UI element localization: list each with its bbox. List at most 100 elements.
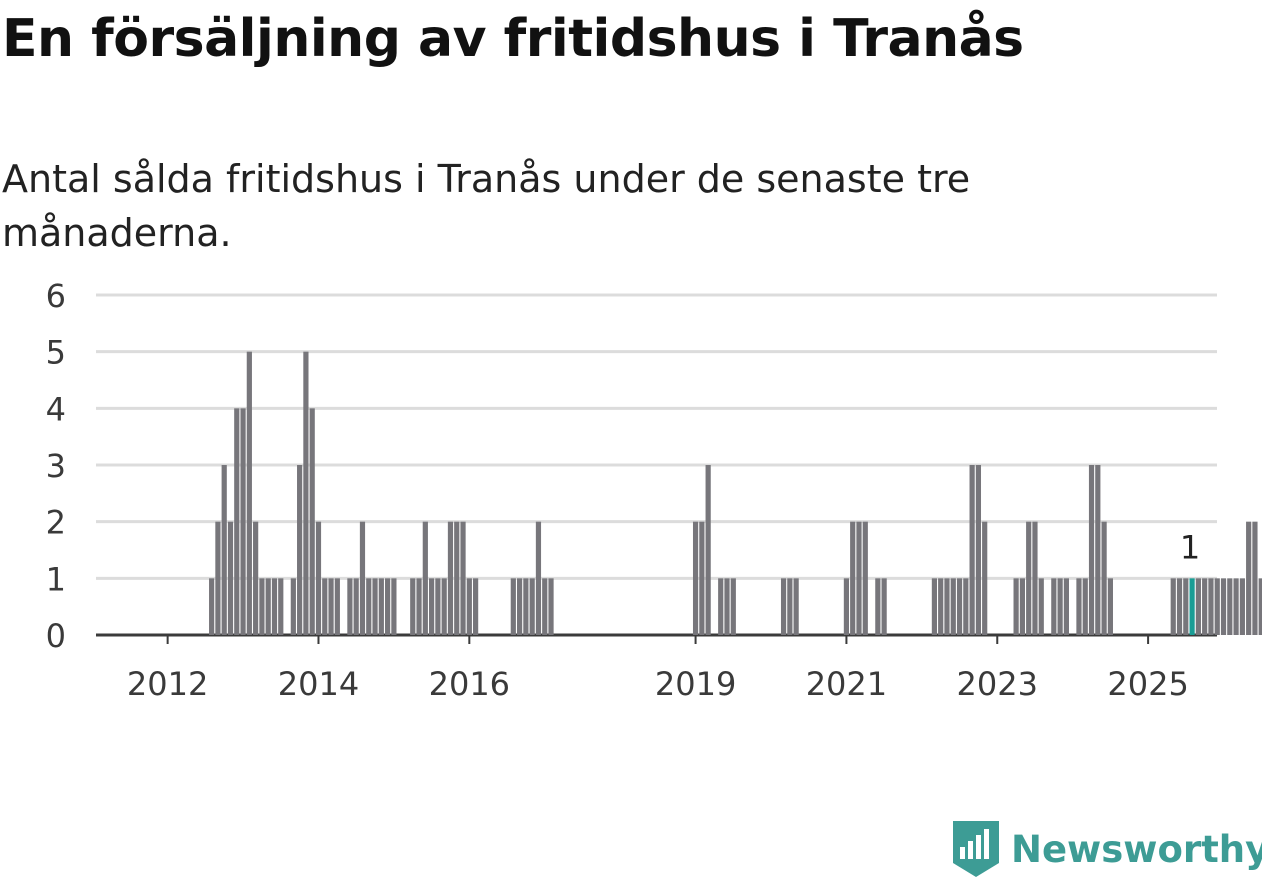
bar <box>441 578 447 635</box>
bar <box>856 521 862 635</box>
newsworthy-logo-icon <box>953 821 999 877</box>
bar <box>1202 578 1208 635</box>
bar <box>718 578 724 635</box>
bar <box>1258 578 1262 635</box>
bar <box>1019 578 1025 635</box>
bar <box>1195 578 1201 635</box>
highlight-bar <box>1189 578 1195 635</box>
bar <box>1057 578 1063 635</box>
bars <box>209 351 1262 635</box>
x-tick-label: 2016 <box>429 665 510 703</box>
bar <box>227 521 234 635</box>
bar <box>309 408 315 635</box>
bar <box>366 578 372 635</box>
bar <box>542 578 548 635</box>
bar <box>548 578 554 635</box>
bar <box>347 578 353 635</box>
bar <box>1013 578 1019 635</box>
y-tick-label: 0 <box>46 617 66 655</box>
bar <box>843 578 850 635</box>
bar <box>1101 521 1107 635</box>
y-tick-label: 2 <box>46 504 66 542</box>
bar <box>328 578 334 635</box>
bar <box>950 578 956 635</box>
bar <box>221 465 227 635</box>
bar <box>246 351 252 635</box>
bar <box>429 578 435 635</box>
bar <box>278 578 284 635</box>
x-tick-label: 2014 <box>278 665 359 703</box>
bar <box>862 521 868 635</box>
bar <box>1170 578 1176 635</box>
bar <box>410 578 416 635</box>
bar <box>1252 521 1258 635</box>
bar <box>1076 578 1082 635</box>
bar <box>1107 578 1113 635</box>
bar <box>359 521 366 635</box>
bar <box>1038 578 1044 635</box>
bar <box>290 578 296 635</box>
x-tick-label: 2025 <box>1107 665 1188 703</box>
bar <box>271 578 278 635</box>
bar <box>523 578 529 635</box>
bar <box>209 578 215 635</box>
bar <box>422 521 428 635</box>
bar <box>517 578 523 635</box>
bar <box>982 521 988 635</box>
bar <box>1063 578 1069 635</box>
bar <box>975 465 982 635</box>
bar <box>969 465 975 635</box>
bar <box>391 578 397 635</box>
bar <box>529 578 535 635</box>
bar <box>510 578 516 635</box>
bar <box>1088 465 1095 635</box>
bar <box>466 578 472 635</box>
bar <box>385 578 391 635</box>
y-tick-label: 4 <box>46 390 66 428</box>
bar <box>938 578 944 635</box>
bar <box>1227 578 1233 635</box>
bar <box>1220 578 1227 635</box>
bar <box>460 521 466 635</box>
bar <box>1239 578 1245 635</box>
bar <box>1051 578 1057 635</box>
bar <box>334 578 340 635</box>
bar <box>240 408 246 635</box>
bar <box>1176 578 1183 635</box>
bar <box>1246 521 1252 635</box>
bar <box>931 578 938 635</box>
bar <box>705 465 711 635</box>
bar-chart: 0 1 2 3 4 5 6 2012 2014 2016 2019 2021 2023 2025 1 <box>46 277 1262 703</box>
y-tick-label: 6 <box>46 277 66 315</box>
y-axis-ticks: 0 1 2 3 4 5 6 <box>46 277 66 655</box>
newsworthy-logo: Newsworthy <box>951 818 1262 880</box>
x-tick-label: 2023 <box>957 665 1038 703</box>
bar <box>1095 465 1101 635</box>
bar <box>322 578 328 635</box>
bar <box>303 351 309 635</box>
bar <box>881 578 887 635</box>
y-tick-label: 1 <box>46 560 66 598</box>
bar <box>793 578 799 635</box>
bar <box>234 408 240 635</box>
bar <box>259 578 265 635</box>
y-tick-label: 5 <box>46 334 66 372</box>
bar <box>253 521 259 635</box>
bar <box>699 521 705 635</box>
y-tick-label: 3 <box>46 447 66 485</box>
bar <box>353 578 359 635</box>
x-tick-label: 2019 <box>655 665 736 703</box>
bar <box>447 521 454 635</box>
x-tick-label: 2012 <box>127 665 208 703</box>
brand-name: Newsworthy <box>1011 827 1262 871</box>
bar <box>1183 578 1189 635</box>
bar <box>378 578 384 635</box>
bar <box>315 521 322 635</box>
bar <box>435 578 441 635</box>
bar <box>297 465 303 635</box>
bar <box>850 521 856 635</box>
bar <box>215 521 221 635</box>
chart-title: En försäljning av fritidshus i Tranås <box>2 9 1024 69</box>
x-tick-label: 2021 <box>806 665 887 703</box>
bar <box>1026 521 1032 635</box>
